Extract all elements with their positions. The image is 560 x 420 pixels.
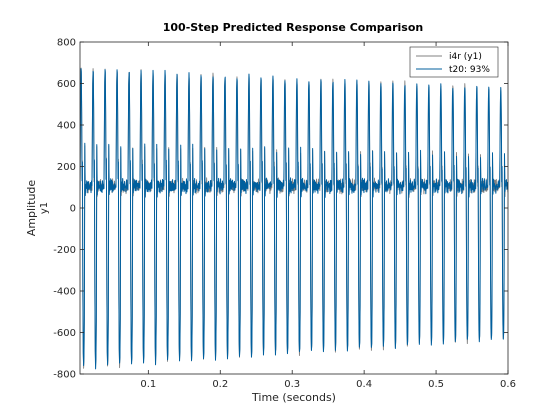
y-tick-label: 600	[57, 79, 76, 90]
y-axis: -800 -600 -400 -200 0 200 400 600 800	[53, 38, 508, 381]
x-tick-label: 0.2	[212, 379, 228, 390]
y-tick-label: 200	[57, 162, 76, 173]
y-tick-label: 0	[70, 204, 76, 215]
y-axis-label: Amplitude	[25, 180, 38, 237]
legend-box	[409, 46, 499, 78]
plot-area	[79, 41, 509, 375]
x-axis-label: Time (seconds)	[251, 391, 336, 404]
y-tick-label: 800	[57, 38, 76, 49]
y-channel-label: y1	[39, 202, 50, 214]
x-tick-label: 0.5	[428, 379, 444, 390]
x-tick-label: 0.3	[284, 379, 300, 390]
y-tick-label: -200	[53, 245, 76, 256]
y-tick-label: -400	[53, 287, 76, 298]
legend[interactable]: i4r (y1) t20: 93%	[409, 46, 499, 78]
series-line-model	[80, 68, 508, 370]
legend-entry-measured: i4r (y1)	[449, 52, 482, 62]
x-axis: 0.1 0.2 0.3 0.4 0.5 0.6	[140, 42, 516, 390]
axes-background	[80, 42, 508, 374]
y-tick-label: -800	[53, 370, 76, 381]
y-tick-label: 400	[57, 121, 76, 132]
legend-entry-model: t20: 93%	[449, 65, 490, 75]
chart-title: 100-Step Predicted Response Comparison	[163, 21, 424, 34]
x-tick-label: 0.4	[356, 379, 372, 390]
x-tick-label: 0.1	[140, 379, 156, 390]
x-tick-label: 0.6	[500, 379, 516, 390]
series-layer	[80, 67, 508, 370]
y-tick-label: -600	[53, 328, 76, 339]
